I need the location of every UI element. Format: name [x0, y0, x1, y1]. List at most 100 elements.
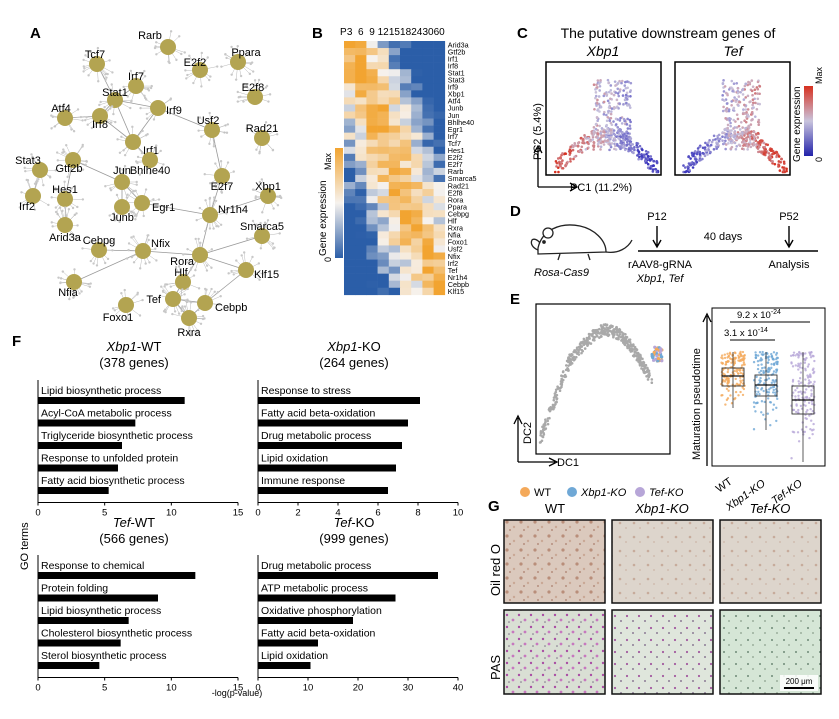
heatmap-cell — [355, 167, 367, 176]
box-jitter-point — [775, 368, 778, 371]
heatmap-cell — [400, 118, 412, 126]
heatmap-cell — [400, 48, 412, 56]
box-jitter-point — [807, 382, 810, 385]
heatmap-cell — [377, 280, 390, 289]
network-target-dot — [194, 237, 197, 241]
diffmap-point — [602, 323, 606, 326]
diffmap-point — [567, 364, 570, 367]
pca-point — [687, 155, 690, 159]
box-jitter-point — [772, 372, 775, 376]
heatmap-cell — [411, 69, 423, 77]
box-jitter-point — [741, 369, 745, 372]
heatmap-cell — [355, 132, 367, 140]
network-target-dot — [122, 85, 125, 89]
network-node-circle — [175, 274, 191, 290]
pca-point — [722, 90, 726, 93]
diffmap-point — [587, 336, 591, 340]
box-jitter-point — [772, 388, 775, 392]
box-jitter-point — [739, 353, 743, 357]
diffmap-point — [641, 363, 645, 367]
heatmap-cell — [344, 280, 356, 289]
heatmap-cell — [433, 146, 446, 155]
box-jitter-point — [807, 363, 811, 366]
diffmap-point — [553, 392, 557, 395]
network-target-dot — [205, 264, 209, 267]
pca-point — [780, 157, 783, 161]
heatmap-cell — [411, 245, 423, 253]
network-target-dot — [219, 223, 223, 226]
diffmap-point — [592, 335, 596, 339]
network-target-dot — [138, 267, 142, 270]
pca-point — [721, 109, 725, 113]
network-target-dot — [65, 144, 68, 147]
box-jitter-point — [799, 362, 802, 365]
box-jitter-point — [803, 391, 807, 394]
pca-point — [756, 92, 759, 95]
pca-point — [566, 160, 569, 164]
heatmap-cell — [344, 189, 356, 197]
pca-point — [726, 123, 730, 127]
network-node-circle — [65, 152, 81, 168]
pca-point — [741, 88, 744, 92]
box-jitter-point — [767, 370, 771, 373]
pca-point — [726, 93, 729, 97]
pca-point — [606, 78, 610, 82]
histo-oil-tef-ko — [719, 519, 822, 604]
pca-point — [620, 122, 624, 125]
box-jitter-point — [797, 408, 800, 412]
box-jitter-point — [805, 410, 808, 414]
heatmap-cell — [411, 125, 423, 133]
box-jitter-point — [724, 403, 727, 406]
heatmap-cell — [411, 167, 423, 176]
network-target-dot — [48, 176, 52, 179]
pca-point — [754, 101, 757, 105]
pca-point — [734, 120, 737, 123]
heatmap-cell — [344, 104, 356, 112]
network-target-dot — [141, 298, 144, 302]
heatmap-gene-arid3a: Arid3a — [448, 40, 469, 49]
network-target-dot — [114, 120, 117, 124]
network-target-dot — [83, 67, 86, 70]
pca-point — [758, 92, 761, 96]
pca-point — [594, 135, 598, 139]
network-target-dot — [61, 151, 64, 154]
go-term-label: Immune response — [261, 475, 345, 487]
heatmap-cell — [433, 245, 446, 253]
diffmap-point — [619, 335, 623, 339]
diffmap-points — [538, 323, 664, 444]
network-target-dot — [62, 148, 65, 151]
network-target-dot — [42, 183, 45, 187]
diffmap-ko-point — [660, 359, 664, 363]
network-target-dot — [118, 220, 121, 223]
go-term-label: ATP metabolic process — [261, 583, 368, 595]
box-jitter-point — [740, 359, 743, 362]
pca-point — [571, 145, 575, 149]
heatmap-cell — [388, 287, 401, 296]
pca-point — [621, 94, 625, 97]
heatmap-cell — [433, 104, 446, 112]
network-target-dot — [197, 287, 201, 290]
pca-point — [589, 139, 592, 143]
pca-point — [723, 128, 727, 132]
heatmap-cell — [411, 174, 423, 183]
box-jitter-point — [733, 397, 736, 401]
heatmap-cell — [400, 259, 412, 267]
pseudotime-axis-label: Maturation pseudotime — [691, 348, 703, 460]
go-tick-label: 0 — [255, 683, 260, 694]
panel-c-gene-tef: Tef — [724, 43, 745, 59]
network-target-dot — [118, 151, 122, 154]
heatmap-cell — [411, 182, 423, 190]
pca-point — [717, 133, 721, 137]
network-target-dot — [123, 153, 127, 157]
go-term-label: Fatty acid biosynthetic process — [41, 475, 185, 487]
box-jitter-point — [812, 383, 815, 386]
box-jitter-point — [805, 356, 808, 360]
network-target-dot — [274, 129, 277, 132]
network-target-dot — [248, 72, 252, 76]
pca-point — [617, 133, 621, 136]
pca-point — [704, 141, 707, 145]
diffmap-point — [625, 341, 629, 345]
diffmap-point — [564, 364, 568, 367]
network-target-dot — [161, 289, 165, 293]
pca-point — [595, 104, 598, 107]
